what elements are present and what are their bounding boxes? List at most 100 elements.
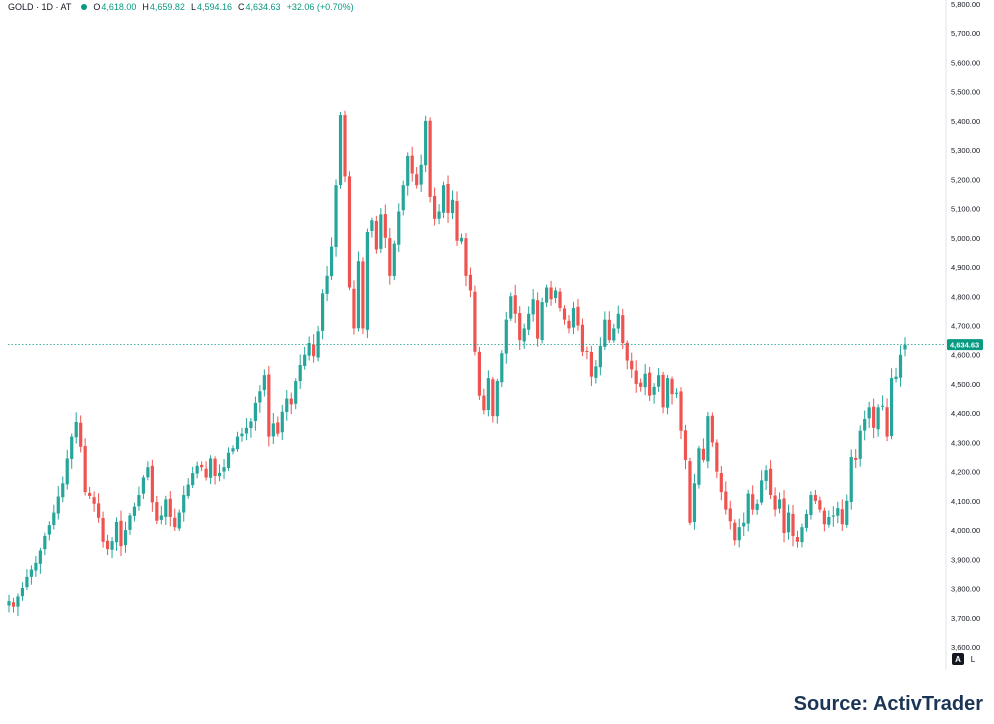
candle-body[interactable] bbox=[621, 315, 625, 344]
candle-body[interactable] bbox=[388, 238, 392, 276]
candle-body[interactable] bbox=[7, 601, 11, 606]
candle-body[interactable] bbox=[200, 464, 204, 468]
candle-body[interactable] bbox=[285, 398, 289, 413]
candle-body[interactable] bbox=[424, 120, 428, 166]
symbol-label[interactable]: GOLD · 1D · AT bbox=[8, 2, 72, 12]
candle-body[interactable] bbox=[329, 246, 334, 277]
candle-body[interactable] bbox=[56, 496, 60, 514]
candle-body[interactable] bbox=[168, 498, 172, 517]
candle-body[interactable] bbox=[16, 596, 20, 607]
candle-body[interactable] bbox=[849, 457, 853, 502]
candle-body[interactable] bbox=[249, 421, 253, 429]
candle-body[interactable] bbox=[361, 261, 365, 329]
candle-body[interactable] bbox=[831, 515, 835, 517]
candle-body[interactable] bbox=[397, 211, 401, 245]
candle-body[interactable] bbox=[43, 535, 47, 550]
candle-body[interactable] bbox=[110, 541, 114, 550]
candle-body[interactable] bbox=[38, 550, 42, 564]
candle-body[interactable] bbox=[558, 291, 562, 308]
candle-body[interactable] bbox=[61, 483, 65, 498]
candle-body[interactable] bbox=[280, 411, 284, 433]
candle-body[interactable] bbox=[186, 484, 190, 497]
candle-body[interactable] bbox=[764, 470, 768, 481]
candle-body[interactable] bbox=[150, 465, 154, 503]
candle-body[interactable] bbox=[70, 436, 74, 459]
candle-body[interactable] bbox=[773, 495, 777, 510]
candle-body[interactable] bbox=[177, 512, 181, 529]
candle-body[interactable] bbox=[433, 195, 437, 219]
candle-body[interactable] bbox=[697, 448, 701, 485]
candle-body[interactable] bbox=[683, 430, 688, 460]
candle-body[interactable] bbox=[876, 407, 880, 430]
candle-body[interactable] bbox=[468, 274, 473, 291]
candle-body[interactable] bbox=[47, 525, 51, 535]
candle-body[interactable] bbox=[34, 562, 38, 571]
candle-body[interactable] bbox=[858, 430, 862, 459]
candle-body[interactable] bbox=[262, 375, 266, 391]
candle-body[interactable] bbox=[97, 503, 101, 518]
candle-body[interactable] bbox=[83, 446, 87, 493]
candle-body[interactable] bbox=[217, 472, 222, 477]
candle-body[interactable] bbox=[648, 372, 652, 396]
candle-body[interactable] bbox=[303, 354, 307, 366]
candle-body[interactable] bbox=[553, 290, 558, 298]
candle-body[interactable] bbox=[132, 506, 137, 516]
candle-body[interactable] bbox=[836, 508, 840, 516]
candle-body[interactable] bbox=[276, 422, 280, 434]
candle-body[interactable] bbox=[630, 360, 634, 370]
candle-body[interactable] bbox=[235, 436, 240, 450]
candle-body[interactable] bbox=[661, 374, 665, 408]
candle-body[interactable] bbox=[513, 295, 517, 314]
candle-body[interactable] bbox=[670, 378, 674, 395]
candle-body[interactable] bbox=[585, 350, 589, 352]
price-chart[interactable]: 5,800.00 5,700.00 5,600.00 5,500.00 5,400.00… bbox=[0, 0, 994, 680]
candle-body[interactable] bbox=[742, 522, 746, 527]
candle-body[interactable] bbox=[531, 299, 535, 315]
candle-body[interactable] bbox=[374, 220, 378, 250]
candle-body[interactable] bbox=[195, 465, 199, 474]
candle-body[interactable] bbox=[155, 502, 159, 521]
candle-body[interactable] bbox=[504, 319, 508, 354]
candle-body[interactable] bbox=[114, 521, 119, 543]
candle-body[interactable] bbox=[603, 319, 607, 347]
candle-body[interactable] bbox=[383, 214, 387, 238]
candle-body[interactable] bbox=[657, 375, 661, 387]
candle-body[interactable] bbox=[491, 379, 495, 417]
candle-body[interactable] bbox=[625, 342, 629, 361]
candle-body[interactable] bbox=[809, 495, 813, 516]
candle-body[interactable] bbox=[455, 201, 459, 241]
candle-body[interactable] bbox=[482, 395, 486, 411]
candle-body[interactable] bbox=[665, 378, 670, 408]
candle-body[interactable] bbox=[204, 468, 208, 478]
candle-body[interactable] bbox=[612, 328, 616, 341]
candle-body[interactable] bbox=[25, 576, 29, 588]
auto-scale-button[interactable]: A bbox=[952, 653, 964, 665]
candle-body[interactable] bbox=[562, 308, 567, 320]
candle-body[interactable] bbox=[173, 517, 177, 528]
candle-body[interactable] bbox=[450, 199, 455, 214]
candle-body[interactable] bbox=[298, 364, 302, 382]
candle-body[interactable] bbox=[209, 458, 213, 478]
candle-body[interactable] bbox=[701, 448, 705, 460]
candle-body[interactable] bbox=[477, 351, 481, 396]
candle-body[interactable] bbox=[903, 344, 907, 350]
candle-body[interactable] bbox=[746, 493, 750, 524]
candle-body[interactable] bbox=[737, 527, 741, 541]
candle-body[interactable] bbox=[289, 398, 293, 405]
candle-body[interactable] bbox=[240, 433, 244, 437]
candle-body[interactable] bbox=[576, 306, 580, 326]
candle-body[interactable] bbox=[845, 500, 849, 525]
candle-body[interactable] bbox=[889, 378, 894, 437]
candle-body[interactable] bbox=[164, 499, 168, 517]
candle-body[interactable] bbox=[428, 120, 432, 197]
candle-body[interactable] bbox=[710, 415, 714, 443]
candle-body[interactable] bbox=[827, 516, 831, 525]
candle-body[interactable] bbox=[321, 293, 325, 331]
candle-body[interactable] bbox=[791, 513, 795, 536]
candle-body[interactable] bbox=[253, 402, 257, 421]
candle-body[interactable] bbox=[182, 495, 186, 513]
candle-body[interactable] bbox=[79, 422, 83, 447]
candle-body[interactable] bbox=[782, 498, 786, 534]
candle-body[interactable] bbox=[567, 320, 571, 329]
candle-body[interactable] bbox=[294, 381, 298, 404]
